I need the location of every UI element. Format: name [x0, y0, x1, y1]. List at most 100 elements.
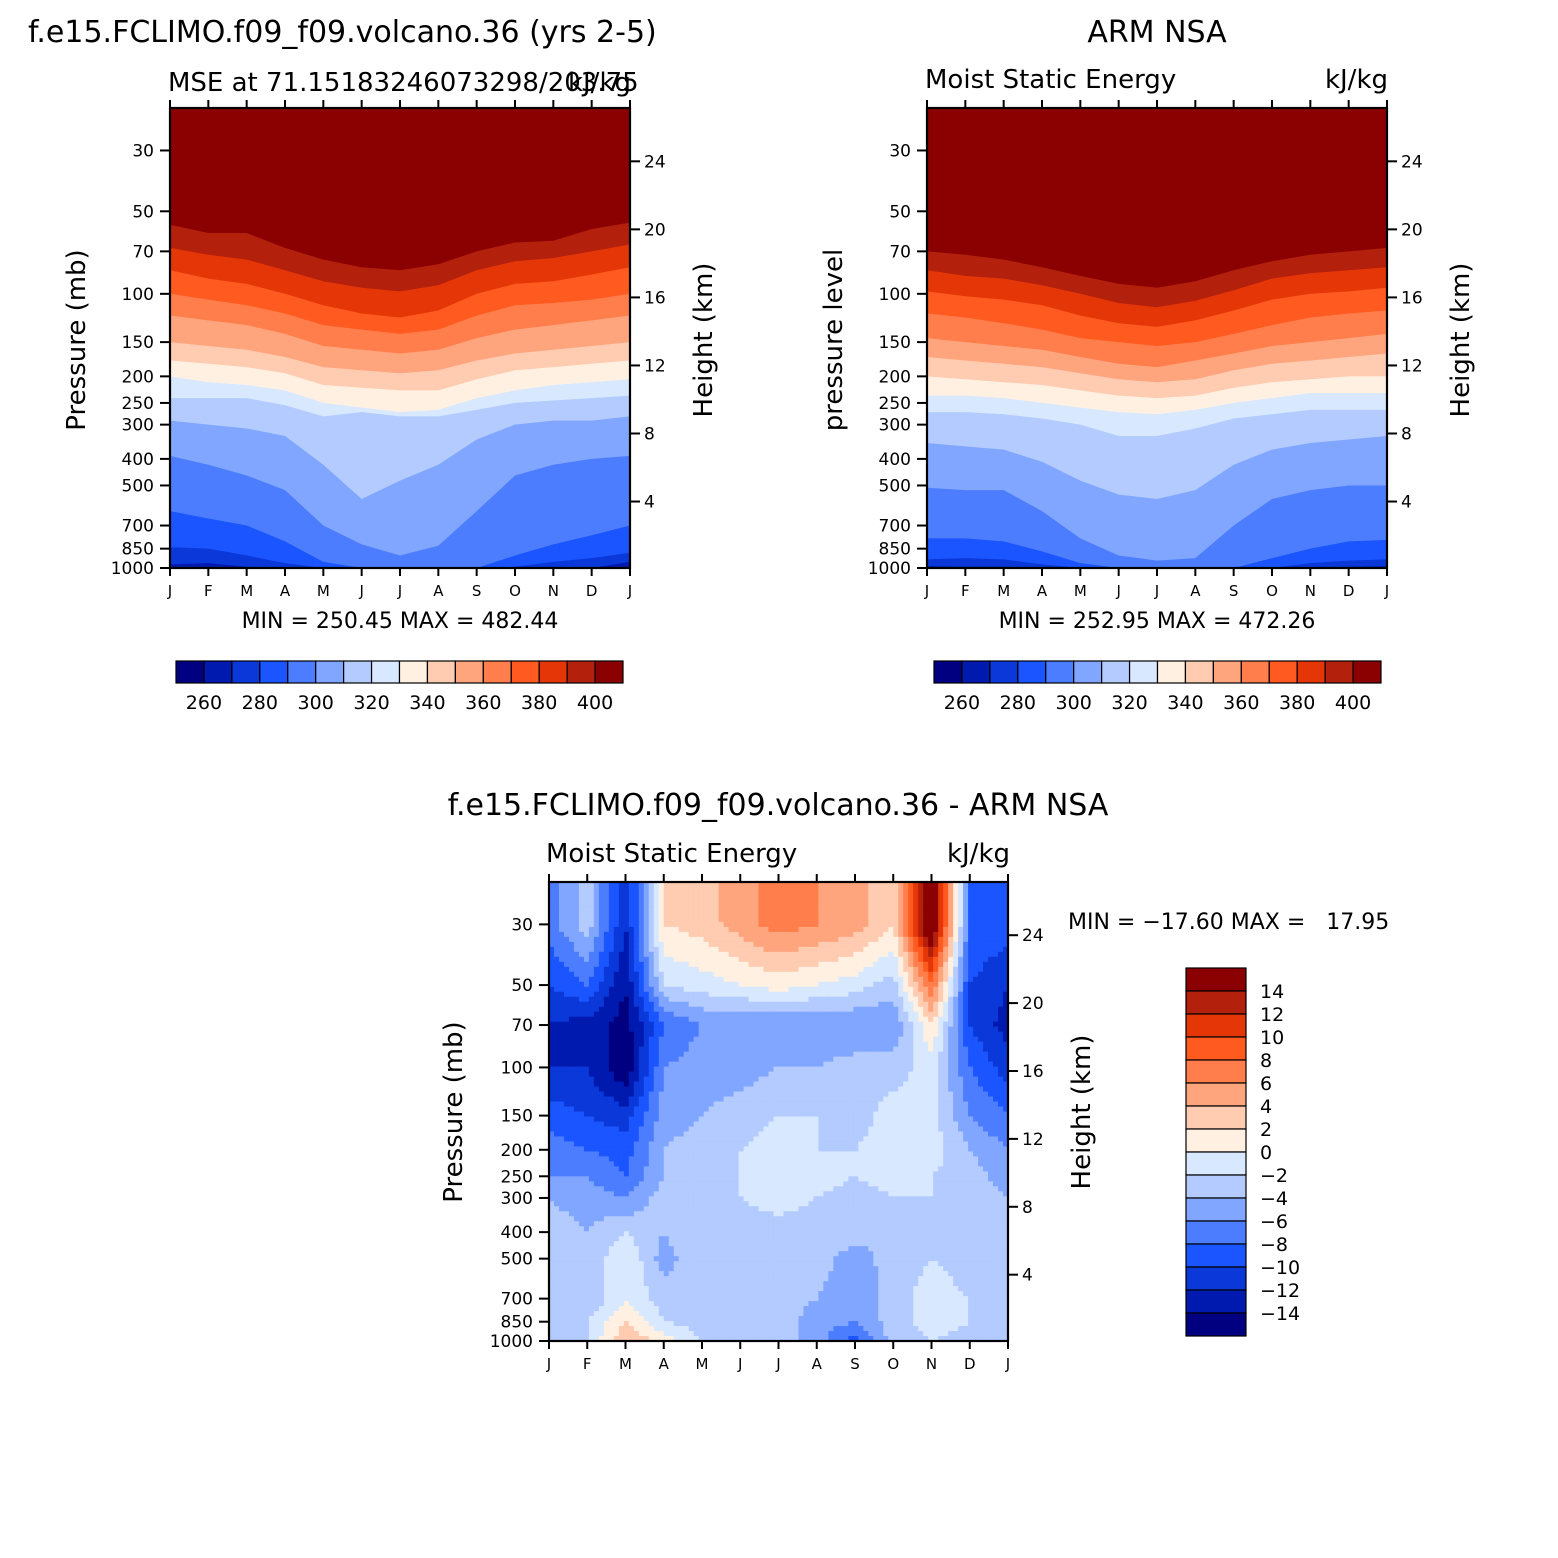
contour-cell — [613, 996, 620, 1003]
contour-cell — [588, 1136, 595, 1143]
contour-cell — [573, 896, 580, 903]
contour-cell — [918, 1001, 924, 1008]
contour-cell — [768, 1056, 775, 1063]
contour-cell — [603, 1116, 610, 1123]
contour-cell — [808, 961, 815, 968]
contour-cell — [658, 1076, 665, 1083]
contour-cell — [573, 946, 580, 953]
contour-cell — [608, 1026, 615, 1033]
contour-cell — [873, 981, 879, 988]
contour-cell — [928, 1096, 934, 1103]
contour-cell — [549, 1051, 555, 1058]
contour-cell — [588, 901, 595, 908]
contour-cell — [663, 926, 670, 933]
contour-cell — [973, 891, 979, 898]
contour-cell — [658, 1136, 665, 1143]
contour-cell — [938, 1096, 944, 1103]
contour-cell — [628, 1106, 635, 1113]
contour-cell — [978, 891, 984, 898]
contour-cell — [598, 921, 605, 928]
contour-cell — [623, 1061, 630, 1068]
contour-cell — [583, 1136, 590, 1143]
contour-cell — [878, 996, 884, 1003]
contour-cell — [953, 971, 959, 978]
contour-cell — [733, 956, 740, 963]
contour-cell — [903, 1081, 909, 1088]
contour-cell — [773, 1066, 780, 1073]
contour-cell — [883, 1111, 889, 1118]
contour-cell — [823, 1006, 829, 1013]
panel-obs-month-label: J — [924, 582, 929, 600]
contour-cell — [973, 896, 979, 903]
contour-cell — [978, 1056, 984, 1063]
contour-cell — [858, 996, 864, 1003]
contour-cell — [968, 1061, 974, 1068]
contour-cell — [643, 976, 650, 983]
contour-cell — [873, 1056, 879, 1063]
contour-cell — [793, 926, 800, 933]
contour-cell — [728, 1126, 735, 1133]
contour-cell — [703, 971, 710, 978]
contour-cell — [833, 976, 839, 983]
contour-cell — [903, 1026, 909, 1033]
contour-cell — [693, 882, 700, 888]
contour-cell — [608, 1036, 615, 1043]
contour-cell — [848, 896, 854, 903]
contour-cell — [549, 981, 555, 988]
contour-cell — [723, 882, 730, 888]
contour-cell — [968, 926, 974, 933]
contour-cell — [608, 931, 615, 938]
contour-cell — [738, 931, 745, 938]
contour-cell — [948, 1046, 954, 1053]
contour-cell — [878, 1121, 884, 1128]
contour-cell — [808, 1011, 815, 1018]
contour-cell — [873, 986, 879, 993]
contour-cell — [628, 886, 635, 893]
contour-cell — [913, 981, 919, 988]
contour-cell — [748, 1091, 755, 1098]
contour-cell — [813, 1106, 820, 1113]
contour-cell — [953, 911, 959, 918]
contour-cell — [733, 1001, 740, 1008]
contour-cell — [918, 956, 924, 963]
contour-cell — [953, 1046, 959, 1053]
contour-cell — [618, 1051, 625, 1058]
contour-cell — [853, 1056, 859, 1063]
contour-cell — [583, 901, 590, 908]
contour-cell — [678, 916, 685, 923]
contour-cell — [848, 941, 854, 948]
contour-cell — [618, 901, 625, 908]
contour-cell — [563, 1116, 570, 1123]
contour-cell — [613, 951, 620, 958]
panel-obs-pressure-label: 100 — [879, 285, 911, 305]
contour-cell — [878, 1046, 884, 1053]
contour-cell — [613, 882, 620, 888]
contour-cell — [618, 1126, 625, 1133]
contour-cell — [973, 1111, 979, 1118]
contour-cell — [638, 1111, 645, 1118]
contour-cell — [713, 891, 720, 898]
contour-cell — [883, 1031, 889, 1038]
contour-cell — [618, 1021, 625, 1028]
contour-cell — [663, 986, 670, 993]
contour-cell — [598, 1131, 605, 1138]
contour-cell — [643, 896, 650, 903]
contour-cell — [618, 906, 625, 913]
contour-cell — [728, 916, 735, 923]
contour-cell — [968, 1006, 974, 1013]
contour-cell — [553, 1056, 560, 1063]
contour-cell — [643, 906, 650, 913]
panel-obs-colorbar-swatch — [1324, 660, 1354, 684]
contour-cell — [918, 891, 924, 898]
contour-cell — [628, 1056, 635, 1063]
contour-cell — [893, 946, 899, 953]
contour-cell — [833, 1016, 839, 1023]
contour-cell — [978, 1096, 984, 1103]
contour-cell — [893, 1086, 899, 1093]
contour-cell — [798, 916, 805, 923]
contour-cell — [913, 1121, 919, 1128]
contour-cell — [773, 1056, 780, 1063]
contour-cell — [558, 1131, 565, 1138]
contour-cell — [878, 986, 884, 993]
contour-cell — [588, 981, 595, 988]
